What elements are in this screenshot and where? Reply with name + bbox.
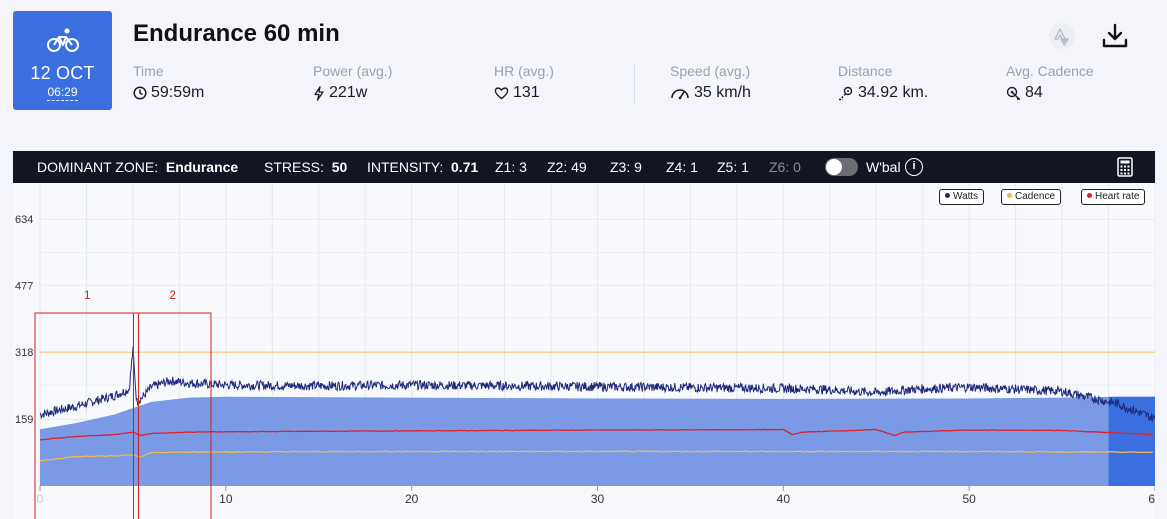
legend-heart-rate[interactable]: Heart rate [1081,189,1146,205]
y-tick-label: 634 [15,214,33,226]
annotation-box-1 [34,312,139,519]
stats-divider [634,64,635,104]
date-card: 12 OCT 06:29 [13,11,112,110]
x-tick-label: 10 [219,492,233,506]
calculator-icon[interactable] [1117,157,1133,177]
series-cadence [39,450,1154,462]
stat-time: Time 59:59m [133,63,205,101]
stat-cadence: Avg. Cadence 84 [1006,63,1094,101]
strava-button[interactable] [1049,23,1075,49]
workout-time: 06:29 [47,85,78,101]
x-tick-label: 50 [962,492,976,506]
clock-icon [133,86,147,100]
zone-z2: Z2: 49 [547,159,587,175]
zone-summary-bar: DOMINANT ZONE: Endurance STRESS: 50 INTE… [13,151,1155,183]
chart-canvas: 159 318 477 634 0 10 20 30 40 50 60 1 2 [15,183,1155,519]
y-tick-label: 477 [15,280,33,292]
series-heart-rate [39,428,1154,441]
cadence-icon [1006,86,1020,100]
x-tick-label: 0 [37,492,44,506]
heart-icon [494,87,509,100]
wbal-toggle[interactable] [825,158,858,176]
stress-score: STRESS: 50 [264,159,348,175]
toggle-knob [826,159,842,175]
intensity-factor: INTENSITY: 0.71 [367,159,479,175]
zone-z5: Z5: 1 [717,159,749,175]
legend-cadence[interactable]: Cadence [1001,189,1062,205]
zone-z6: Z6: 0 [769,159,801,175]
series-watts [39,346,1155,422]
legend-watts[interactable]: Watts [939,189,985,205]
annotation-label-2: 2 [169,288,176,302]
workout-day: 12 OCT [30,63,95,83]
download-button[interactable] [1101,22,1129,50]
lightning-icon [314,85,324,101]
stat-distance: Distance 34.92 km. [838,63,929,101]
route-icon [839,86,853,100]
power-zone-area [40,396,1155,486]
zone-z3: Z3: 9 [610,159,642,175]
workout-title: Endurance 60 min [133,20,340,47]
power-zone-area-end [1108,396,1155,486]
workout-chart[interactable]: 159 318 477 634 0 10 20 30 40 50 60 1 2 Watts Cadenc… [13,183,1155,519]
stat-heart-rate: HR (avg.) 131 [494,63,554,101]
zone-z1: Z1: 3 [495,159,527,175]
x-tick-label: 30 [591,492,605,506]
stat-speed: Speed (avg.) 35 km/h [670,63,751,101]
bicycle-icon [47,28,79,52]
y-tick-label: 318 [15,347,33,359]
wbal-label: W'bal [866,159,901,175]
speedometer-icon [671,89,689,100]
y-tick-label: 159 [15,414,33,426]
x-tick-label: 40 [777,492,791,506]
stat-power: Power (avg.) 221w [313,63,393,101]
strava-icon [1054,28,1069,46]
x-tick-label: 60 [1148,492,1155,506]
x-tick-label: 20 [405,492,419,506]
download-icon [1102,23,1128,48]
info-icon[interactable]: i [905,158,923,176]
annotation-box-2 [132,312,212,519]
annotation-label-1: 1 [84,288,91,302]
zone-z4: Z4: 1 [666,159,698,175]
dominant-zone: DOMINANT ZONE: Endurance [37,159,239,175]
